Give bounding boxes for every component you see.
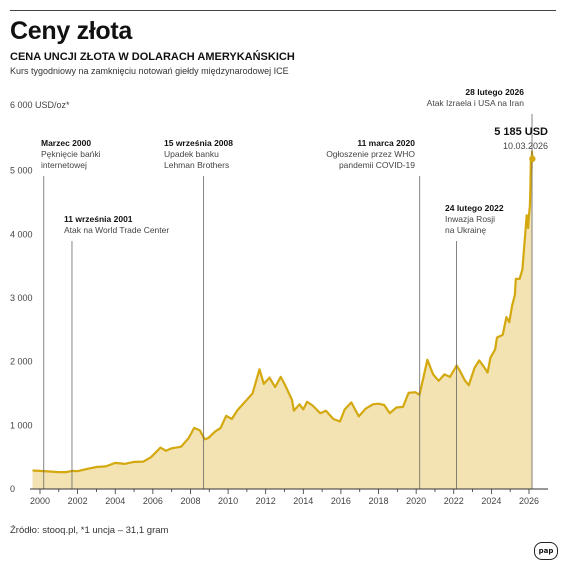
event-text-marzec-2020-1: pandemii COVID-19 [339, 160, 415, 170]
x-tick-label-2026: 2026 [519, 496, 539, 506]
event-date-marzec-2000: Marzec 2000 [41, 138, 91, 148]
page-title: Ceny złota [10, 17, 133, 45]
event-text-wrzesien-2008-1: Lehman Brothers [164, 160, 229, 170]
last-value-label: 5 185 USD [494, 126, 548, 138]
y-axis-unit-label: 6 000 USD/oz* [10, 100, 70, 110]
x-tick-label-2012: 2012 [256, 496, 276, 506]
x-tick-label-2002: 2002 [68, 496, 88, 506]
event-date-wrzesien-2008: 15 września 2008 [164, 138, 233, 148]
x-tick-label-2010: 2010 [218, 496, 238, 506]
y-tick-label-2000: 2 000 [10, 357, 33, 367]
y-tick-label-0: 0 [10, 484, 15, 494]
y-tick-label-3000: 3 000 [10, 293, 33, 303]
event-text-luty-2026-0: Atak Izraela i USA na Iran [427, 98, 525, 108]
event-date-luty-2026: 28 lutego 2026 [465, 87, 524, 97]
y-tick-label-4000: 4 000 [10, 229, 33, 239]
plot-area [32, 150, 534, 489]
source-note: Źródło: stooq.pl, *1 uncja – 31,1 gram [10, 525, 169, 536]
last-point-marker [529, 155, 536, 163]
event-text-wrzesien-2001-0: Atak na World Trade Center [64, 225, 169, 235]
event-text-marzec-2020-0: Ogłoszenie przez WHO [326, 149, 415, 159]
chart-subtitle: CENA UNCJI ZŁOTA W DOLARACH AMERYKAŃSKIC… [10, 51, 295, 63]
x-tick-label-2020: 2020 [406, 496, 426, 506]
event-text-marzec-2000-1: internetowej [41, 160, 87, 170]
x-tick-label-2014: 2014 [293, 496, 313, 506]
x-tick-label-2000: 2000 [30, 496, 50, 506]
x-tick-label-2004: 2004 [105, 496, 125, 506]
event-date-luty-2022: 24 lutego 2022 [445, 203, 504, 213]
y-tick-label-1000: 1 000 [10, 420, 33, 430]
x-tick-label-2006: 2006 [143, 496, 163, 506]
x-axis: 2000 2002 2004 2006 2008 2010 2012 2014 2016 2018… [30, 488, 548, 506]
event-text-marzec-2000-0: Pęknięcie bańki [41, 149, 101, 159]
event-text-wrzesien-2008-0: Upadek banku [164, 149, 219, 159]
event-date-marzec-2020: 11 marca 2020 [357, 138, 415, 148]
x-tick-label-2022: 2022 [444, 496, 464, 506]
y-tick-label-5000: 5 000 [10, 166, 33, 176]
x-tick-label-2008: 2008 [180, 496, 200, 506]
last-value-annotation: 5 185 USD 10.03.2026 [494, 126, 548, 163]
last-date-label: 10.03.2026 [503, 141, 548, 151]
top-rule [10, 10, 556, 11]
event-date-wrzesien-2001: 11 września 2001 [64, 214, 133, 224]
x-tick-label-2016: 2016 [331, 496, 351, 506]
x-tick-label-2024: 2024 [481, 496, 501, 506]
y-axis-ticks: 0 1 000 2 000 3 000 4 000 5 000 [10, 166, 33, 494]
series-line [32, 150, 534, 474]
event-text-luty-2022-0: Inwazja Rosji [445, 214, 495, 224]
x-tick-label-2018: 2018 [369, 496, 389, 506]
event-text-luty-2022-1: na Ukrainę [445, 225, 486, 235]
series-area-fill [32, 151, 533, 489]
pap-logo: pap [534, 542, 558, 560]
chart-description: Kurs tygodniowy na zamknięciu notowań gi… [10, 66, 289, 76]
